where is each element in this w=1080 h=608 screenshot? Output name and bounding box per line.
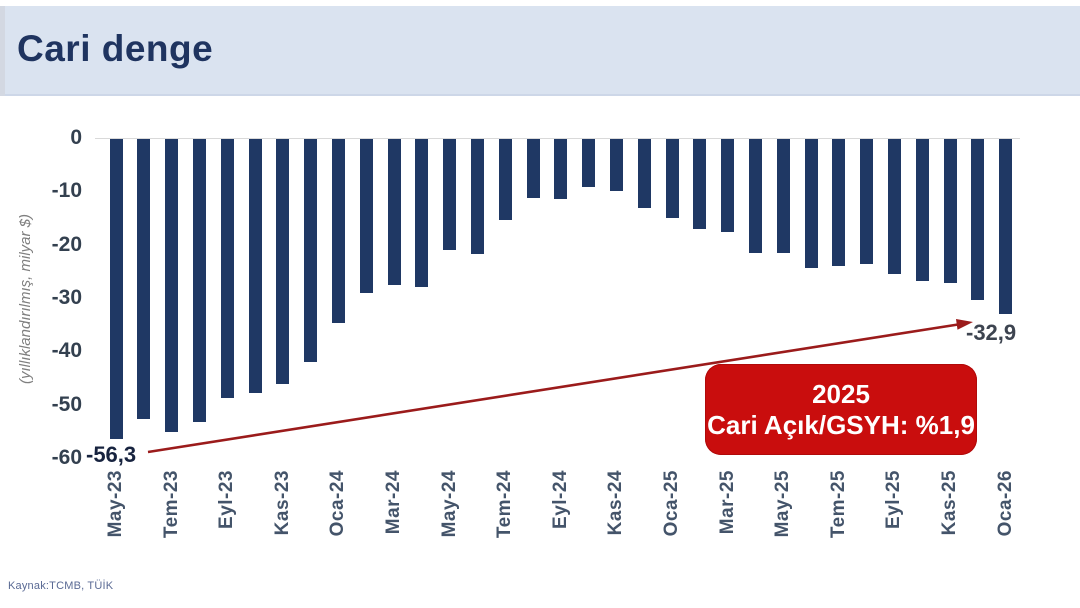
bar-Tem-25 — [832, 139, 846, 266]
bar-Ara-25 — [971, 139, 985, 300]
header-banner: Cari denge — [5, 6, 1080, 96]
bar-Mar-25 — [721, 139, 735, 233]
x-tick-label: Eyl-24 — [549, 470, 571, 529]
bar-Ağu-24 — [526, 139, 540, 198]
bar-Haz-25 — [804, 139, 818, 268]
callout-year: 2025 — [812, 378, 870, 409]
y-tick-label: -10 — [51, 179, 82, 203]
bar-Eyl-23 — [220, 139, 234, 399]
bar-Oca-25 — [665, 139, 679, 218]
x-tick-label: Eyl-23 — [216, 470, 238, 529]
bar-Ağu-25 — [860, 139, 874, 265]
x-tick-label: May-23 — [105, 470, 126, 538]
x-tick-label: Oca-26 — [994, 470, 1016, 537]
x-tick-label: Mar-24 — [383, 470, 404, 535]
bar-Eyl-25 — [887, 139, 901, 275]
bar-Oca-24 — [331, 139, 345, 323]
y-tick-label: -60 — [51, 446, 82, 469]
bar-Kas-25 — [943, 139, 957, 283]
x-tick-label: Kas-24 — [605, 470, 627, 536]
bar-Eki-24 — [582, 139, 596, 187]
bar-Nis-25 — [748, 139, 762, 253]
y-tick-label: -40 — [51, 339, 82, 363]
bar-Kas-24 — [609, 139, 623, 192]
bar-May-25 — [776, 139, 790, 253]
bar-Ara-24 — [637, 139, 651, 209]
bar-Nis-24 — [415, 139, 429, 288]
bar-Tem-24 — [498, 139, 512, 220]
bar-Eki-23 — [248, 139, 262, 393]
bar-Ara-23 — [304, 139, 318, 362]
last-bar-value-label: -32,9 — [966, 320, 1017, 345]
callout-ratio: Cari Açık/GSYH: %1,9 — [707, 409, 975, 440]
x-tick-label: Oca-24 — [327, 470, 349, 537]
bar-May-23 — [109, 139, 123, 440]
y-tick-label: -50 — [51, 392, 82, 416]
x-tick-label: May-24 — [438, 470, 460, 538]
y-tick-label: -20 — [51, 232, 82, 256]
first-bar-value-label: -56,3 — [86, 442, 137, 467]
page-title: Cari denge — [17, 28, 214, 69]
source-note: Kaynak:TCMB, TÜİK — [8, 580, 114, 592]
y-tick-label: 0 — [70, 126, 82, 149]
x-tick-label: Mar-25 — [716, 470, 738, 535]
bar-Oca-26 — [999, 139, 1013, 315]
x-tick-label: May-25 — [772, 470, 794, 538]
bar-Eyl-24 — [554, 139, 568, 200]
bar-Kas-23 — [276, 139, 290, 385]
bar-Tem-23 — [165, 139, 179, 433]
x-tick-label: Tem-25 — [827, 470, 849, 539]
x-tick-label: Tem-23 — [160, 470, 182, 539]
x-tick-label: Kas-23 — [271, 470, 293, 536]
x-tick-label: Tem-24 — [494, 470, 516, 539]
bar-Haz-23 — [137, 139, 151, 419]
x-tick-label: Oca-25 — [661, 470, 682, 537]
bar-Mar-24 — [387, 139, 401, 285]
bar-Şub-25 — [693, 139, 707, 230]
y-tick-label: -30 — [51, 286, 82, 309]
bar-Eki-25 — [915, 139, 929, 281]
bar-Ağu-23 — [192, 139, 206, 422]
x-tick-label: Eyl-25 — [883, 470, 905, 529]
x-tick-label: Kas-25 — [939, 470, 960, 536]
callout-box-2025: 2025 Cari Açık/GSYH: %1,9 — [705, 364, 977, 455]
bar-Haz-24 — [470, 139, 484, 255]
banner-left-edge — [0, 6, 5, 96]
bar-May-24 — [443, 139, 457, 250]
bar-Şub-24 — [359, 139, 373, 294]
